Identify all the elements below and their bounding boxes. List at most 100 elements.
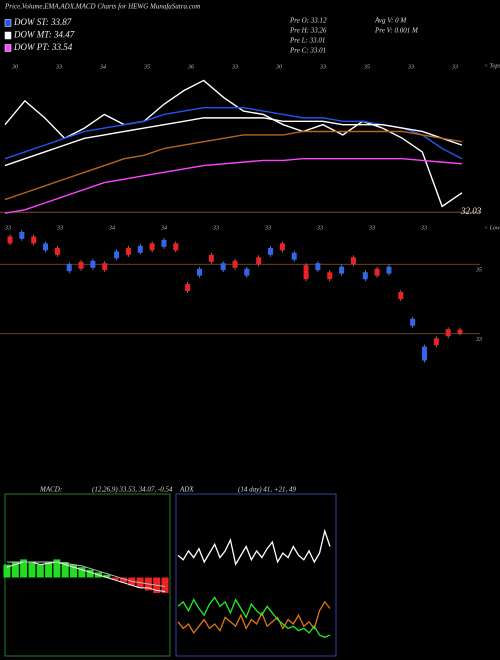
histogram-bar [45,562,53,578]
date-label: 33 [407,64,414,70]
legend-text: DOW MT: 34.47 [13,30,75,40]
legend-swatch [4,44,12,52]
candle-body [362,272,368,280]
candle-body [19,231,25,239]
candle-body [268,247,274,255]
date-label: 36 [187,64,194,70]
candle-body [31,236,37,244]
histogram-bar [11,562,19,578]
histogram-bar [3,564,11,578]
date-label: 33 [319,64,326,70]
candle-body [43,243,49,251]
candle-body [457,329,463,334]
legend-swatch [4,19,12,27]
candle-body [114,251,120,259]
series-line [177,600,331,635]
candle-body [279,243,285,251]
date-label: 33 [316,225,323,231]
adx-panel [175,493,337,657]
macd-params: (12,26,9) 33.53, 34.07, -0.54 [92,486,173,494]
candle-body [350,257,356,265]
histogram-bar [20,559,28,578]
y-tick-label: 35 [475,268,482,274]
date-label: 35 [143,64,150,70]
info-text: Pre L: 33.01 [289,37,325,45]
adx-params: (14 day) 41, +21, 49 [238,486,296,494]
series-line [177,596,331,638]
candle-body [173,243,179,251]
series-line [4,117,463,167]
histogram-bar [78,567,86,578]
candle-body [78,261,84,269]
candle-body [185,284,191,292]
histogram-bar [111,577,119,581]
candle-body [303,265,309,280]
series-line [4,79,463,208]
info-text: Pre C: 33.01 [289,47,326,55]
info-text: Pre O: 33.12 [289,17,327,25]
histogram-bar [103,574,111,578]
date-label: 34 [99,63,106,70]
histogram-bar [53,559,61,578]
date-label: 33 [56,225,63,231]
info-text: Avg V: 0 M [374,17,407,25]
tops-label: < Tops [484,63,500,69]
candle-body [398,292,404,299]
date-label: 35 [363,64,370,70]
date-label: 30 [11,64,18,70]
candle-body [374,268,380,276]
level-label: 32.03 [460,206,482,216]
candle-body [315,263,321,271]
date-label: 34 [160,224,167,231]
candle-body [90,260,96,268]
histogram-bar [70,564,78,578]
lows-label: < Lows [484,225,500,231]
histogram-bar [119,577,127,583]
candle-body [66,264,72,272]
legend-swatch [4,31,12,40]
candle-body [7,236,13,244]
date-label: 33 [212,225,219,231]
date-label: 33 [231,64,238,70]
histogram-bar [28,562,36,578]
date-label: 34 [108,224,115,231]
legend-text: DOW PT: 33.54 [13,42,73,52]
candle-body [410,318,416,326]
page-title: Price,Volume,EMA,ADX,MACD Charts for HEW… [4,3,200,11]
histogram-bar [36,564,44,578]
series-line [4,158,463,214]
candle-body [232,260,238,268]
candle-body [161,239,167,247]
y-tick-label: 33 [475,337,482,343]
adx-label: ADX [179,486,194,494]
candle-body [149,243,155,251]
info-text: Pre H: 33.26 [289,27,327,35]
candle-body [54,247,60,255]
candle-body [433,338,439,346]
series-line [7,561,166,588]
candle-body [137,245,143,253]
series-line [177,528,331,566]
candle-body [208,254,214,262]
candle-body [256,257,262,265]
candle-body [244,268,250,276]
date-label: 30 [275,64,282,70]
candle-body [327,272,333,280]
histogram-bar [86,569,94,578]
date-label: 33 [264,225,271,231]
legend-text: DOW ST: 33.87 [13,17,72,27]
date-label: 33 [55,64,62,70]
series-line [4,130,463,201]
macd-label: MACD: [39,486,62,494]
candle-body [220,263,226,271]
candle-body [421,346,427,361]
candle-body [386,266,392,274]
histogram-bar [61,562,69,578]
candle-body [291,252,297,260]
candle-body [196,268,202,276]
candle-body [339,266,345,274]
candle-body [445,329,451,337]
